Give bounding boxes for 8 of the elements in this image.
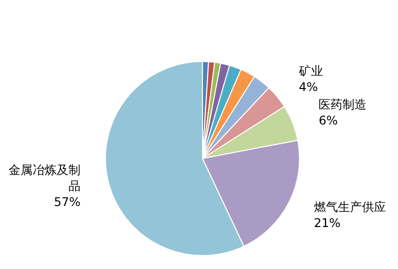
slice-label: 金属冶炼及制品 [8,162,81,193]
slice-label: 燃气生产供应 [314,200,386,214]
data-label: 57% [54,194,81,209]
slice-label: 矿业 [298,64,323,78]
data-label: 21% [314,216,341,230]
data-label: 6% [318,113,338,128]
slice-label: 医药制造 [318,97,367,112]
data-label: 4% [298,80,318,94]
